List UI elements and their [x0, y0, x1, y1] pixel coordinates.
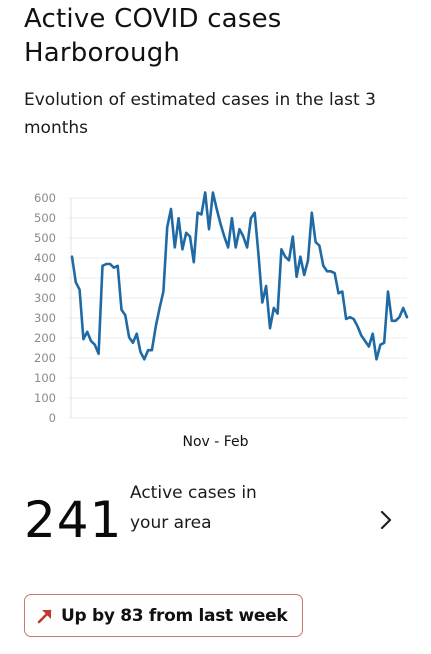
y-tick-label: 400	[34, 271, 56, 285]
page-subtitle: Evolution of estimated cases in the last…	[24, 90, 376, 138]
y-tick-label: 300	[34, 311, 56, 325]
trend-text: Up by 83 from last week	[61, 605, 288, 626]
active-cases-label: Active cases in your area	[130, 483, 257, 533]
y-tick-label: 300	[34, 291, 56, 305]
y-tick-label: 400	[34, 251, 56, 265]
chevron-right-icon[interactable]	[372, 506, 400, 534]
y-tick-label: 0	[49, 411, 56, 425]
y-tick-label: 200	[34, 331, 56, 345]
y-tick-label: 600	[34, 191, 56, 205]
chart-svg: 600 500 500 400 400 300 300 200 200 100 100 0	[34, 191, 409, 425]
page-title: Active COVID cases Harborough	[24, 4, 282, 68]
active-cases-count: 241	[24, 491, 123, 549]
y-tick-label: 100	[34, 391, 56, 405]
x-axis-label: Nov - Feb	[182, 434, 249, 450]
y-tick-label: 200	[34, 351, 56, 365]
y-tick-label: 500	[34, 211, 56, 225]
series-line	[70, 191, 409, 361]
trend-badge: Up by 83 from last week	[24, 594, 303, 637]
arrow-up-right-icon	[37, 609, 52, 623]
y-tick-label: 100	[34, 371, 56, 385]
cases-line-chart: 600 500 500 400 400 300 300 200 200 100 100 0	[0, 182, 431, 432]
y-tick-label: 500	[34, 231, 56, 245]
